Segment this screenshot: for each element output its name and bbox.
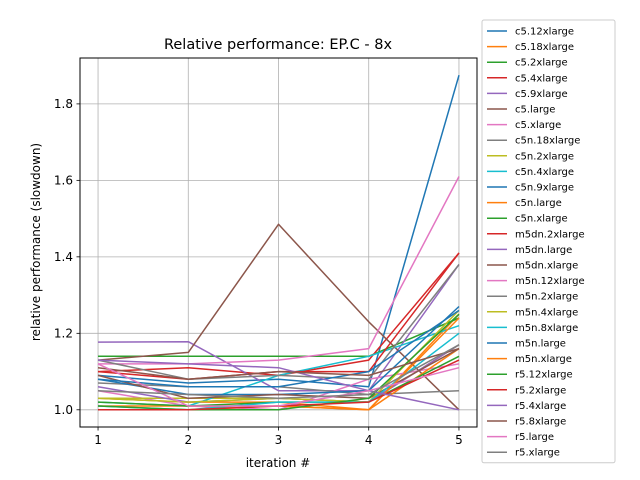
y-tick-label: 1.0: [54, 403, 73, 417]
legend-label: m5n.xlarge: [515, 354, 572, 365]
legend-entry: c5n.18xlarge: [487, 136, 580, 147]
legend-entry: m5n.4xlarge: [487, 307, 578, 318]
series-line-c5-12xlarge: [97, 74, 460, 388]
legend-label: c5n.9xlarge: [515, 183, 574, 194]
x-axis-ticks: 1 2 3 4 5: [94, 427, 463, 447]
legend-label: c5n.18xlarge: [515, 136, 580, 147]
legend-label: m5dn.large: [515, 245, 572, 256]
legend-label: r5.8xlarge: [515, 417, 566, 428]
legend-label: r5.2xlarge: [515, 385, 566, 396]
series-line-m5n-large: [97, 309, 460, 388]
legend-entry: c5n.large: [487, 198, 562, 209]
legend-label: c5n.xlarge: [515, 214, 568, 225]
legend-entry: m5n.12xlarge: [487, 276, 585, 287]
x-tick-label: 4: [365, 433, 373, 447]
legend-label: m5n.2xlarge: [515, 292, 578, 303]
legend-entry: r5.4xlarge: [487, 401, 566, 412]
legend-label: c5.9xlarge: [515, 89, 568, 100]
legend-label: c5.12xlarge: [515, 27, 574, 38]
y-tick-label: 1.6: [54, 173, 73, 187]
legend-entry: c5n.2xlarge: [487, 151, 574, 162]
legend-entry: c5.18xlarge: [487, 42, 574, 53]
legend-label: c5.18xlarge: [515, 42, 574, 53]
legend-label: c5.large: [515, 105, 555, 116]
legend-entry: c5.large: [487, 105, 555, 116]
legend: c5.12xlarge c5.18xlarge c5.2xlarge c5.4xlar…: [481, 19, 616, 464]
legend-label: c5n.2xlarge: [515, 151, 574, 162]
series-line-r5-xlarge: [97, 344, 460, 400]
legend-label: m5n.large: [515, 339, 566, 350]
legend-frame: [481, 19, 616, 464]
series-line-m5n-12xlarge: [98, 176, 460, 365]
chart-title: Relative performance: EP.C - 8x: [164, 37, 392, 53]
y-axis-ticks: 1.0 1.2 1.4 1.6 1.8: [54, 97, 80, 417]
legend-label: r5.large: [515, 432, 554, 443]
legend-entry: m5dn.xlarge: [487, 261, 578, 272]
series-line-m5dn-xlarge: [97, 347, 460, 400]
legend-label: r5.xlarge: [515, 448, 560, 459]
series-lines: [97, 74, 460, 411]
legend-entry: r5.xlarge: [487, 448, 560, 459]
legend-entry: c5.xlarge: [487, 120, 561, 131]
legend-label: m5n.8xlarge: [515, 323, 578, 334]
legend-entry: m5n.8xlarge: [487, 323, 578, 334]
legend-entry: r5.8xlarge: [487, 417, 566, 428]
legend-entry: c5n.4xlarge: [487, 167, 574, 178]
legend-label: c5.4xlarge: [515, 73, 568, 84]
legend-entry: m5dn.large: [487, 245, 572, 256]
legend-label: c5n.large: [515, 198, 562, 209]
x-tick-label: 5: [455, 433, 463, 447]
x-axis-label: iteration #: [246, 456, 311, 470]
x-tick-label: 3: [275, 433, 283, 447]
series-line-r5-8xlarge: [97, 347, 460, 380]
y-tick-label: 1.4: [54, 250, 73, 264]
series-line-r5-4xlarge: [97, 359, 460, 411]
legend-entry: c5n.xlarge: [487, 214, 568, 225]
legend-entry: c5n.9xlarge: [487, 183, 574, 194]
y-tick-label: 1.8: [54, 97, 73, 111]
legend-entry: r5.12xlarge: [487, 370, 573, 381]
legend-entry: m5n.2xlarge: [487, 292, 578, 303]
legend-entry: c5.12xlarge: [487, 27, 574, 38]
series-line-c5-9xlarge: [97, 264, 460, 392]
legend-label: c5.2xlarge: [515, 58, 568, 69]
legend-entry: r5.large: [487, 432, 554, 443]
legend-entry: c5.9xlarge: [487, 89, 568, 100]
legend-label: m5dn.xlarge: [515, 261, 578, 272]
legend-label: m5n.4xlarge: [515, 307, 578, 318]
legend-entry: r5.2xlarge: [487, 385, 566, 396]
series-line-r5-large: [97, 363, 460, 407]
x-tick-label: 1: [94, 433, 102, 447]
legend-entry: c5.2xlarge: [487, 58, 568, 69]
legend-label: m5dn.2xlarge: [515, 229, 585, 240]
series-line-c5-2xlarge: [98, 317, 460, 358]
legend-label: m5n.12xlarge: [515, 276, 585, 287]
legend-label: r5.4xlarge: [515, 401, 566, 412]
series-line-m5n-2xlarge: [97, 264, 460, 380]
legend-entry: m5dn.2xlarge: [487, 229, 585, 240]
legend-label: c5.xlarge: [515, 120, 561, 131]
series-line-r5-12xlarge: [97, 313, 460, 411]
legend-label: c5n.4xlarge: [515, 167, 574, 178]
legend-entry: m5n.large: [487, 339, 566, 350]
legend-label: r5.12xlarge: [515, 370, 573, 381]
y-axis-label: relative performance (slowdown): [29, 143, 43, 341]
x-tick-label: 2: [184, 433, 192, 447]
legend-entry: c5.4xlarge: [487, 73, 568, 84]
y-tick-label: 1.2: [54, 326, 73, 340]
legend-entry: m5n.xlarge: [487, 354, 572, 365]
